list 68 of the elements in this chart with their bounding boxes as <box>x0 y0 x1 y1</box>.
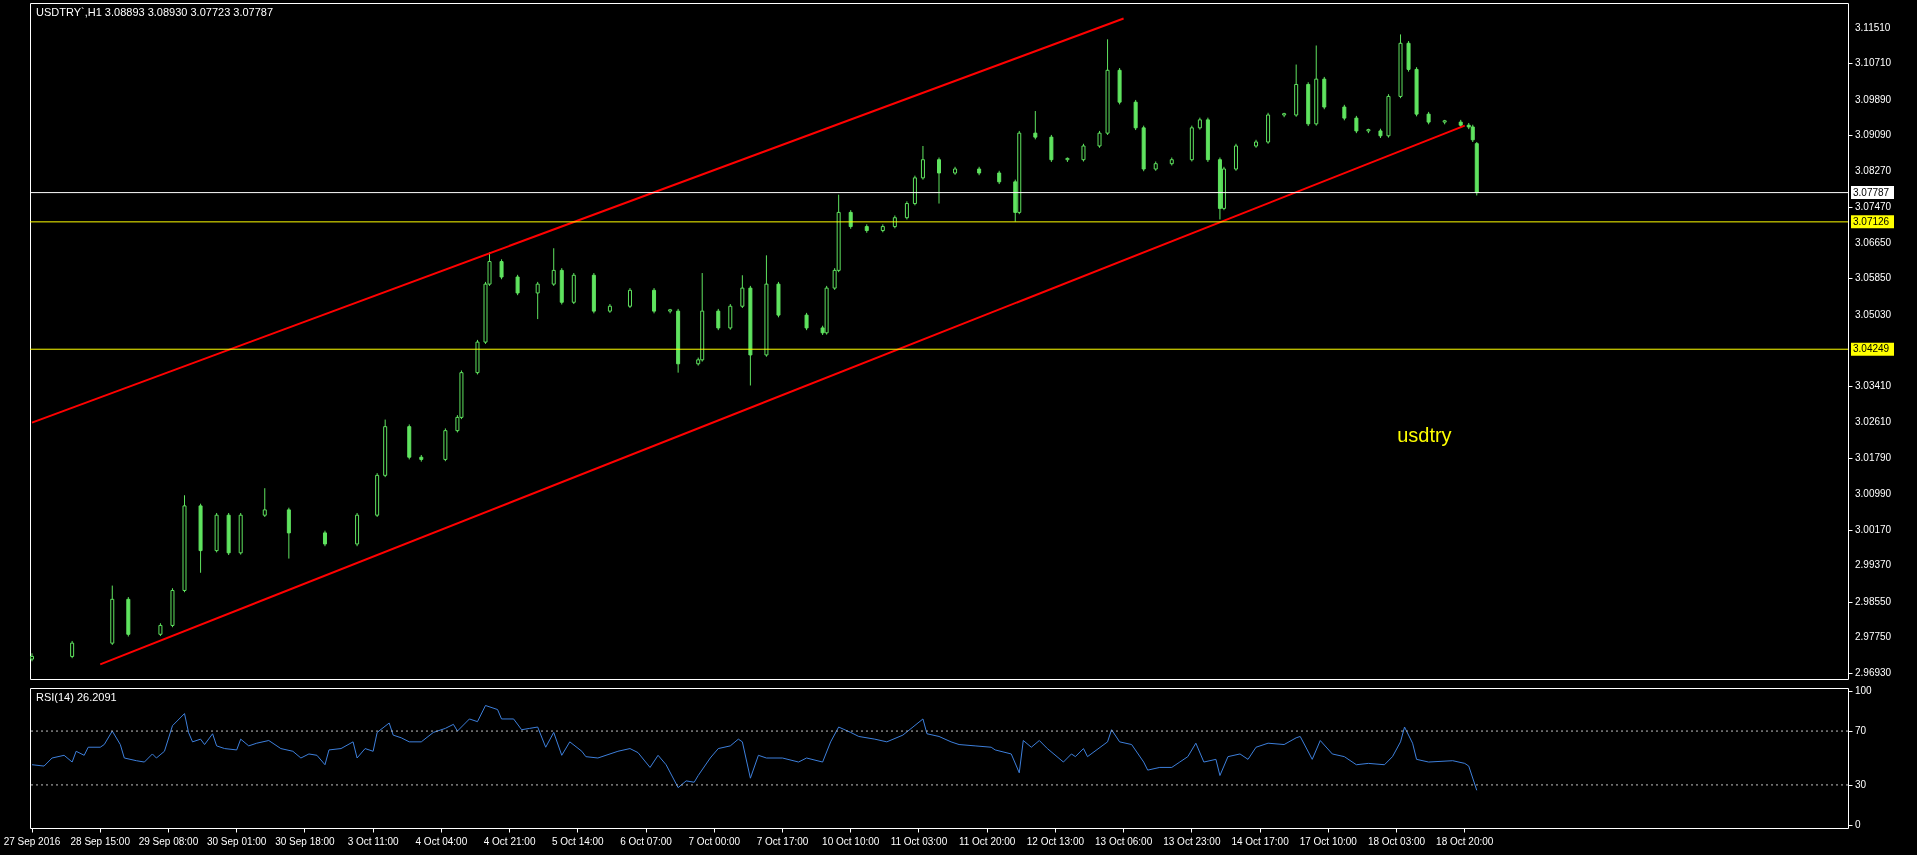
x-tick-label: 14 Oct 17:00 <box>1231 835 1290 847</box>
candlestick <box>740 274 745 309</box>
annotation: usdtry <box>1397 423 1452 446</box>
candlestick <box>551 247 556 287</box>
candlestick <box>535 281 540 320</box>
y-tick-label: 2.97750 <box>1855 630 1892 642</box>
chart-title: RSI(14) 26.2091 <box>36 691 117 703</box>
candlestick <box>515 274 520 296</box>
y-tick-label: 100 <box>1855 684 1873 696</box>
candlestick <box>499 258 504 280</box>
y-tick-label: 3.07470 <box>1855 200 1892 212</box>
x-tick-label: 18 Oct 03:00 <box>1367 835 1426 847</box>
x-tick-label: 13 Oct 23:00 <box>1163 835 1221 847</box>
y-tick-label: 3.00990 <box>1855 487 1892 499</box>
x-tick-label: 7 Oct 17:00 <box>756 835 809 847</box>
candlestick <box>920 145 925 181</box>
candlestick <box>627 287 632 309</box>
x-tick-label: 11 Oct 20:00 <box>958 835 1016 847</box>
y-tick-label: 3.09090 <box>1855 128 1892 140</box>
x-tick-label: 30 Sep 01:00 <box>206 835 267 847</box>
line-series <box>31 705 1478 791</box>
y-tick-label: 3.03410 <box>1855 380 1892 392</box>
x-tick-label: 30 Sep 18:00 <box>275 835 336 847</box>
x-tick-label: 6 Oct 07:00 <box>620 835 673 847</box>
y-tick-label: 2.96930 <box>1855 667 1892 679</box>
y-tick-label: 3.10710 <box>1855 57 1892 69</box>
candlestick <box>1049 134 1054 163</box>
y-tick-label: 3.08270 <box>1855 165 1892 177</box>
y-tick-label: 2.99370 <box>1855 559 1892 571</box>
candlestick <box>904 200 909 220</box>
y-tick-label: 0 <box>1855 819 1861 831</box>
candlestick <box>937 157 941 205</box>
x-tick-label: 10 Oct 10:00 <box>822 835 880 847</box>
y-tick-label: 30 <box>1855 778 1867 790</box>
candlestick <box>716 308 721 331</box>
x-tick-label: 13 Oct 06:00 <box>1094 835 1153 847</box>
candlestick <box>728 303 733 331</box>
candlestick <box>652 287 657 314</box>
candlestick <box>286 507 291 560</box>
y-tick-label: 3.11510 <box>1855 21 1891 33</box>
y-tick-label: 70 <box>1855 725 1867 737</box>
y-tick-label: 3.05850 <box>1855 272 1892 284</box>
x-tick-label: 12 Oct 13:00 <box>1026 835 1085 847</box>
x-tick-label: 7 Oct 00:00 <box>688 835 741 847</box>
x-tick-label: 3 Oct 11:00 <box>347 835 400 847</box>
y-tick-label: 3.09890 <box>1855 93 1892 105</box>
ref-line-label: 3.04249 <box>1853 343 1890 355</box>
x-tick-label: 4 Oct 21:00 <box>483 835 536 847</box>
ref-line-label: 3.07787 <box>1853 186 1890 198</box>
candlestick <box>1233 143 1238 172</box>
x-tick-label: 29 Sep 08:00 <box>138 835 199 847</box>
ref-line-label: 3.07126 <box>1853 215 1890 227</box>
x-tick-label: 27 Sep 2016 <box>3 835 61 847</box>
candlestick <box>1033 110 1038 140</box>
y-tick-label: 3.06650 <box>1855 236 1892 248</box>
x-tick-label: 11 Oct 03:00 <box>890 835 948 847</box>
x-tick-label: 4 Oct 04:00 <box>415 835 468 847</box>
x-tick-label: 5 Oct 14:00 <box>551 835 605 847</box>
x-tick-label: 18 Oct 20:00 <box>1436 835 1494 847</box>
y-tick-label: 3.01790 <box>1855 452 1892 464</box>
candlestick <box>262 487 267 518</box>
y-tick-label: 3.00170 <box>1855 523 1892 535</box>
y-tick-label: 3.05030 <box>1855 308 1892 320</box>
x-tick-label: 17 Oct 10:00 <box>1299 835 1358 847</box>
y-tick-label: 3.02610 <box>1855 415 1892 427</box>
x-tick-label: 28 Sep 15:00 <box>70 835 131 847</box>
chart-title: USDTRY`,H1 3.08893 3.08930 3.07723 3.07787 <box>36 6 274 18</box>
y-tick-label: 2.98550 <box>1855 595 1892 607</box>
